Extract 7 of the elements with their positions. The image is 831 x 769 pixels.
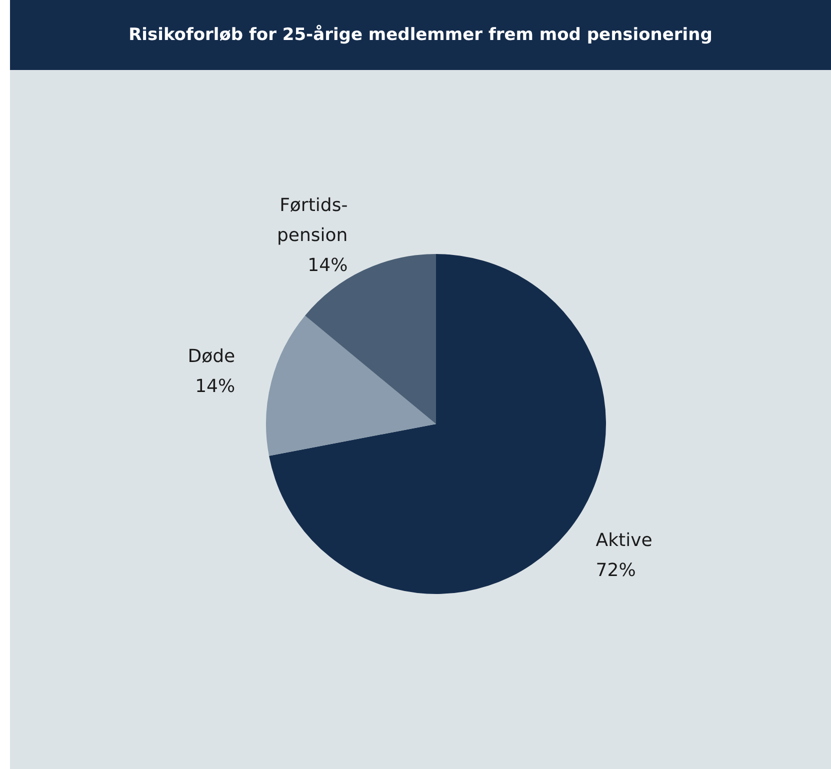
slice-label: Aktive bbox=[596, 530, 652, 551]
data-label: 14% bbox=[195, 376, 236, 398]
slice-label: Førtids-pension bbox=[276, 195, 348, 246]
chart-title: Risikoforløb for 25-årige medlemmer frem mod pensionering bbox=[10, 0, 831, 70]
data-label: 72% bbox=[596, 560, 636, 581]
data-label: 14% bbox=[308, 255, 348, 276]
slice-label: Døde bbox=[188, 346, 236, 368]
